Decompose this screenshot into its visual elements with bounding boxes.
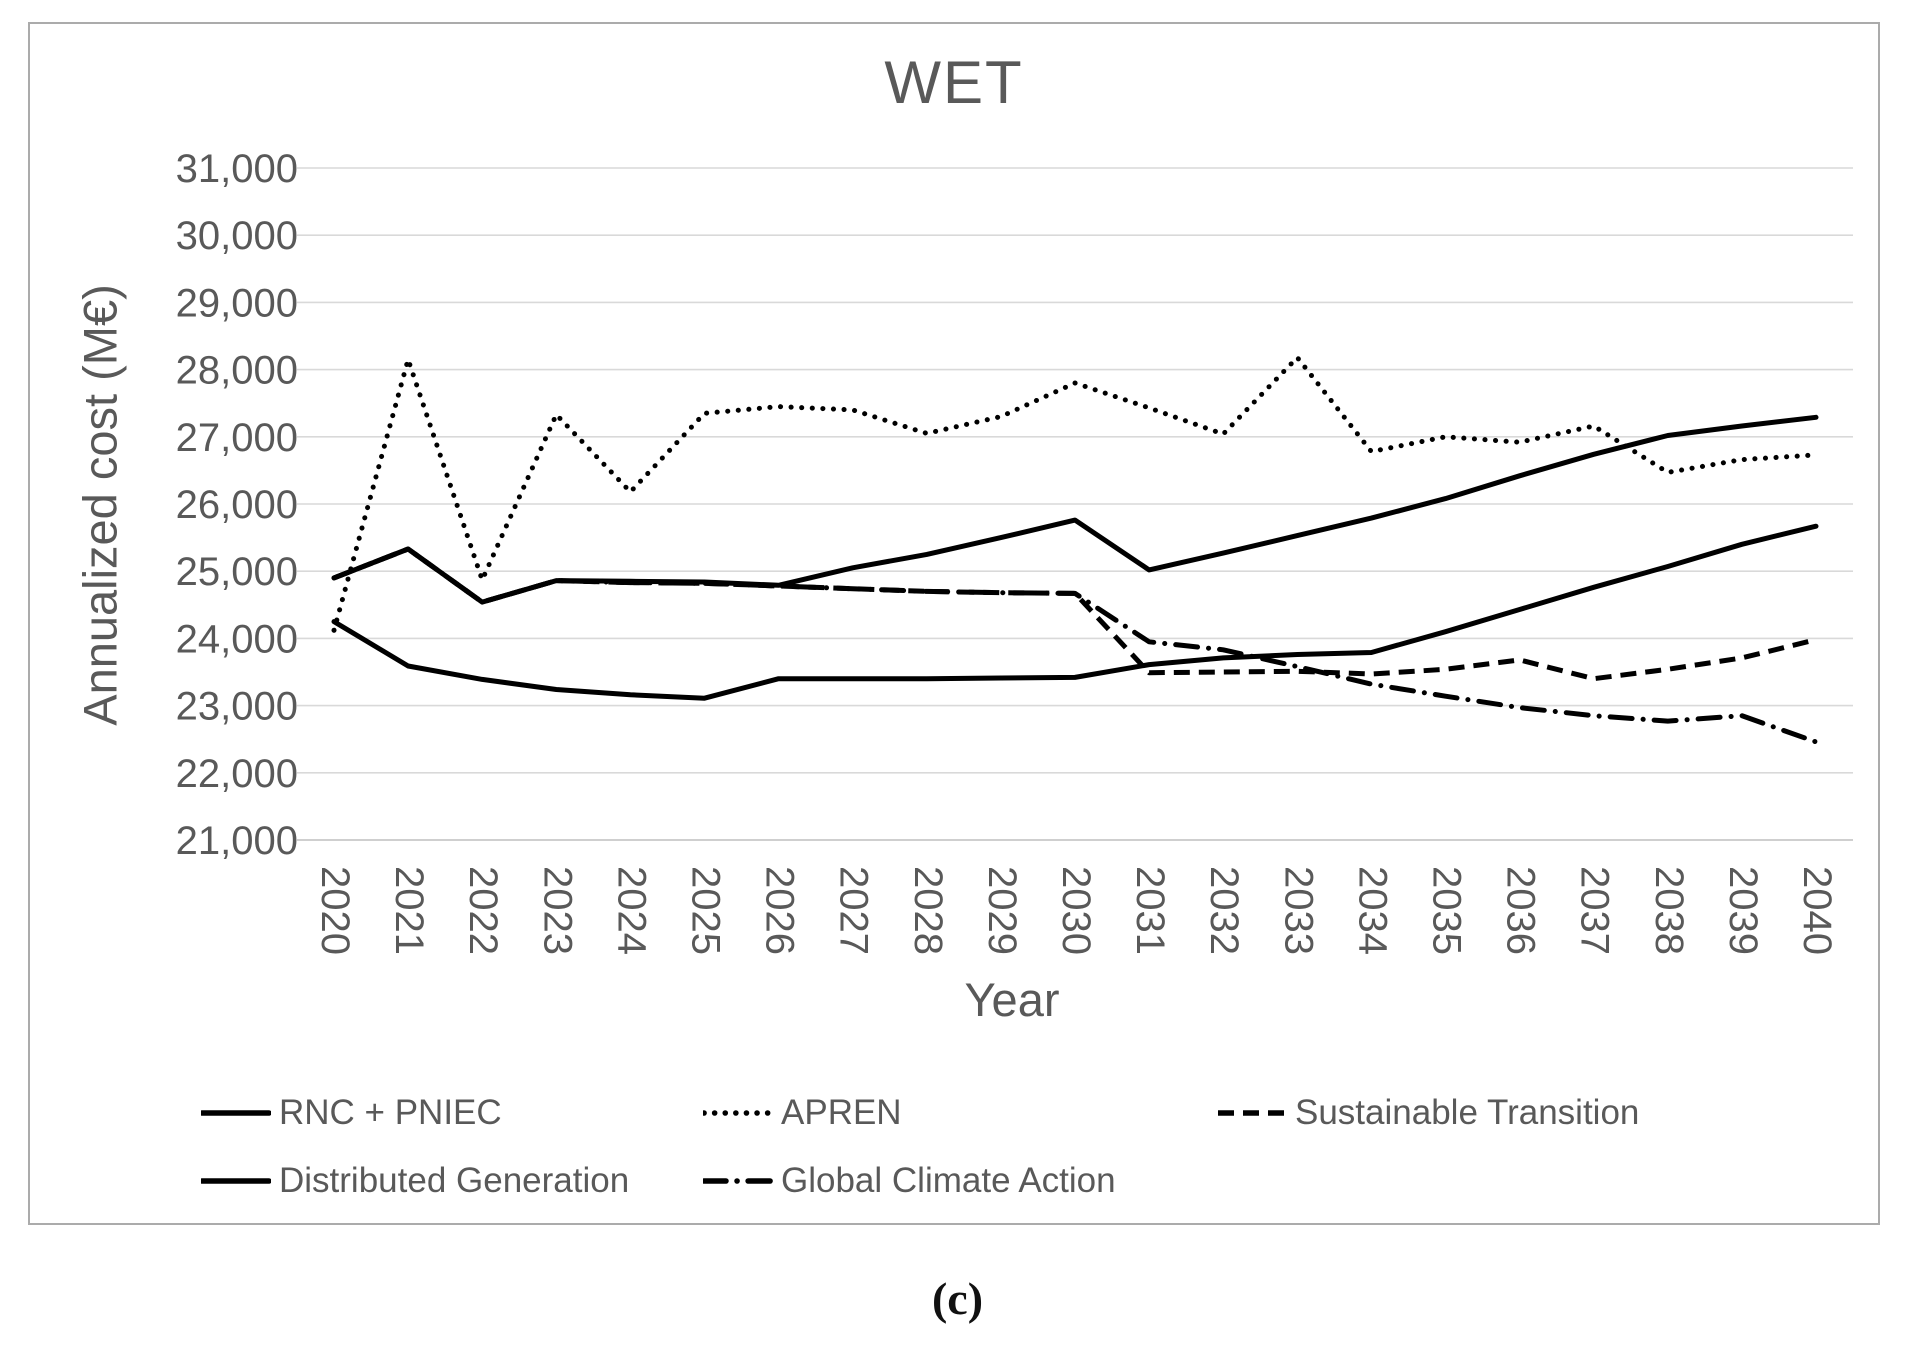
legend-label: APREN: [781, 1093, 902, 1132]
legend-item-sustainable-transition: Sustainable Transition: [1217, 1091, 1639, 1135]
chart-figure: [28, 22, 1880, 1225]
legend-label: Distributed Generation: [279, 1161, 630, 1200]
legend-label: Global Climate Action: [781, 1161, 1116, 1200]
legend-swatch-solid: [201, 1178, 271, 1184]
legend-label: RNC + PNIEC: [279, 1093, 502, 1132]
legend-label: Sustainable Transition: [1295, 1093, 1640, 1132]
x-axis-title: Year: [964, 973, 1060, 1026]
legend-swatch-dotted: [703, 1110, 773, 1116]
legend-swatch-dashed: [1218, 1110, 1285, 1116]
legend-item-distributed-generation: Distributed Generation: [201, 1159, 629, 1203]
figure-caption: (c): [931, 1273, 984, 1324]
chart-title: WET: [884, 49, 1024, 116]
legend-swatch-solid: [201, 1110, 271, 1116]
legend-item-apren: APREN: [703, 1091, 902, 1135]
legend-swatch-dashdot: [703, 1178, 773, 1184]
y-axis-title: Annualized cost (M€): [73, 284, 127, 726]
legend-item-rnc-pniec: RNC + PNIEC: [201, 1091, 502, 1135]
legend-item-global-climate-action: Global Climate Action: [703, 1159, 1116, 1203]
